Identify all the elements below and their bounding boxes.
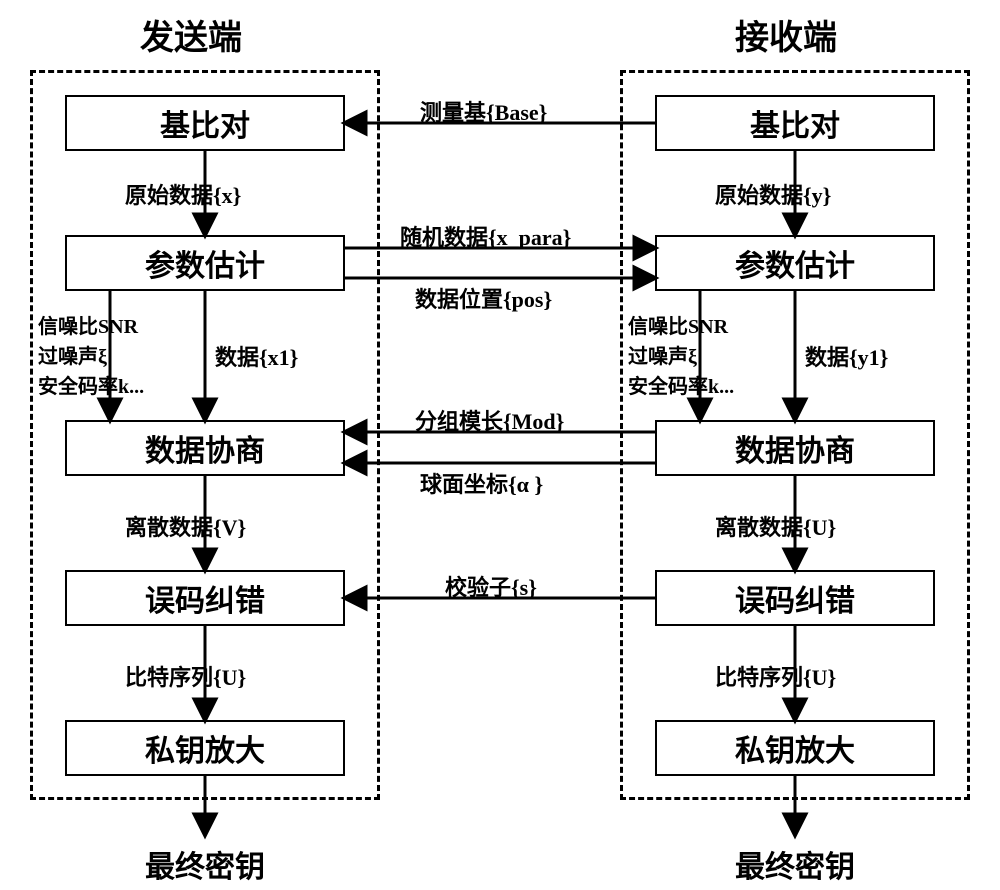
receiver-title: 接收端 <box>735 10 837 59</box>
sender-label-rate: 安全码率k... <box>38 370 144 399</box>
receiver-label-excess: 过噪声ξ <box>628 340 697 369</box>
sender-node-param: 参数估计 <box>65 235 345 291</box>
receiver-node-ecc: 误码纠错 <box>655 570 935 626</box>
receiver-node-param: 参数估计 <box>655 235 935 291</box>
sender-label-bits: 比特序列{U} <box>125 660 246 692</box>
receiver-node-nego: 数据协商 <box>655 420 935 476</box>
receiver-output: 最终密钥 <box>735 842 855 886</box>
sender-node-base: 基比对 <box>65 95 345 151</box>
receiver-label-disc: 离散数据{U} <box>715 510 836 542</box>
sender-label-snr: 信噪比SNR <box>38 310 138 339</box>
hlabel-base: 测量基{Base} <box>420 95 547 127</box>
hlabel-alpha: 球面坐标{α } <box>420 467 543 499</box>
hlabel-pos: 数据位置{pos} <box>415 282 552 314</box>
receiver-label-data: 数据{y1} <box>805 340 888 372</box>
receiver-node-base: 基比对 <box>655 95 935 151</box>
receiver-label-bits: 比特序列{U} <box>715 660 836 692</box>
sender-label-data: 数据{x1} <box>215 340 298 372</box>
hlabel-xpara: 随机数据{x_para} <box>400 220 571 252</box>
sender-title: 发送端 <box>140 10 242 59</box>
sender-label-disc: 离散数据{V} <box>125 510 246 542</box>
receiver-label-raw: 原始数据{y} <box>715 178 831 210</box>
receiver-label-rate: 安全码率k... <box>628 370 734 399</box>
receiver-node-amp: 私钥放大 <box>655 720 935 776</box>
sender-label-raw: 原始数据{x} <box>125 178 241 210</box>
sender-node-nego: 数据协商 <box>65 420 345 476</box>
receiver-label-snr: 信噪比SNR <box>628 310 728 339</box>
hlabel-mod: 分组模长{Mod} <box>415 404 564 436</box>
sender-node-amp: 私钥放大 <box>65 720 345 776</box>
hlabel-syndrome: 校验子{s} <box>445 570 537 602</box>
diagram-canvas: 发送端 接收端 基比对 参数估计 数据协商 误码纠错 私钥放大 基比对 参数估计… <box>0 0 1000 890</box>
sender-label-excess: 过噪声ξ <box>38 340 107 369</box>
sender-output: 最终密钥 <box>145 842 265 886</box>
sender-node-ecc: 误码纠错 <box>65 570 345 626</box>
